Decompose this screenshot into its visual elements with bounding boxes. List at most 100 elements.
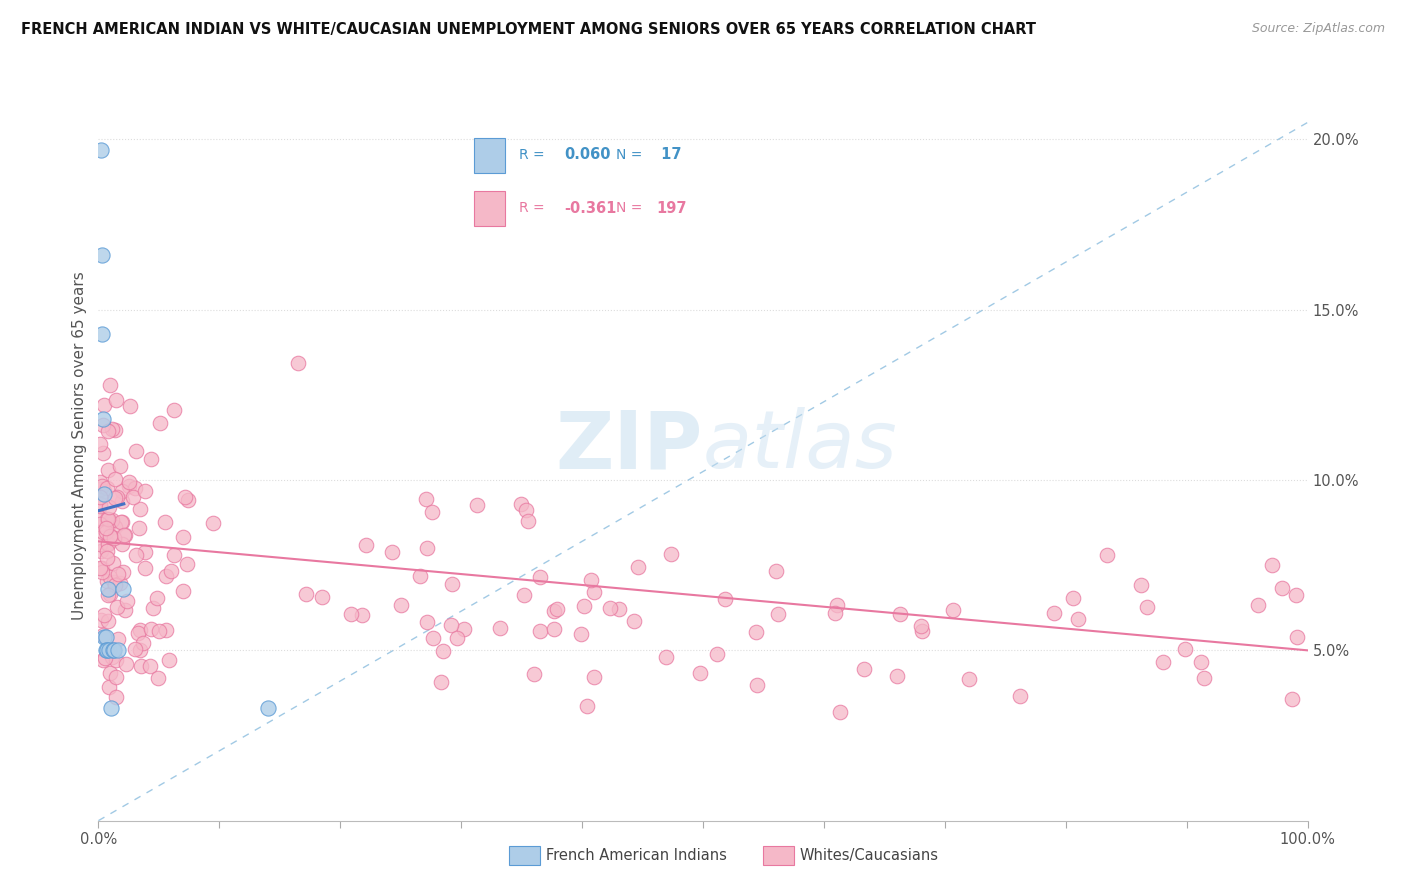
Point — [509, 497, 531, 511]
Point — [415, 491, 437, 506]
Point — [766, 607, 789, 621]
Point — [409, 568, 432, 582]
Point — [101, 421, 124, 435]
Point — [129, 659, 152, 673]
Point — [1062, 591, 1084, 605]
Point — [148, 624, 170, 638]
Point — [389, 598, 412, 612]
Point — [1136, 599, 1159, 614]
Point — [89, 561, 111, 575]
Point — [110, 576, 132, 591]
Point — [512, 588, 534, 602]
Point — [599, 600, 621, 615]
Point — [89, 613, 111, 627]
Point — [104, 578, 127, 592]
Point — [101, 643, 124, 657]
Point — [607, 602, 630, 616]
Point — [100, 378, 122, 392]
Point — [97, 537, 120, 551]
Point — [910, 619, 932, 633]
Point — [114, 603, 136, 617]
Point — [97, 582, 120, 596]
Point — [96, 544, 118, 558]
Point — [98, 681, 121, 695]
Point — [546, 601, 568, 615]
Point — [825, 598, 848, 612]
Point — [1285, 630, 1308, 644]
Point — [98, 643, 121, 657]
Point — [886, 669, 908, 683]
Point — [128, 521, 150, 535]
Point — [94, 651, 117, 665]
Point — [89, 436, 111, 450]
Point — [134, 483, 156, 498]
Point — [569, 627, 592, 641]
Point — [889, 607, 911, 621]
Point — [1189, 655, 1212, 669]
Point — [174, 490, 197, 504]
Point — [111, 483, 134, 498]
Point — [112, 565, 135, 579]
Point — [89, 511, 111, 525]
Point — [105, 599, 128, 614]
Point — [132, 636, 155, 650]
Point — [96, 643, 118, 657]
Point — [100, 650, 122, 665]
Point — [627, 560, 650, 574]
Point — [104, 423, 127, 437]
Point — [420, 505, 443, 519]
Point — [110, 515, 132, 529]
Point — [141, 622, 163, 636]
Point — [172, 530, 194, 544]
Point — [90, 143, 112, 157]
Point — [111, 515, 134, 529]
Point — [957, 673, 980, 687]
Point — [128, 643, 150, 657]
Point — [155, 516, 177, 530]
Point — [100, 530, 122, 544]
Point — [118, 399, 141, 413]
Point — [654, 650, 676, 665]
Point — [107, 632, 129, 647]
Point — [111, 582, 134, 596]
Point — [91, 524, 114, 539]
Point — [124, 481, 146, 495]
Point — [1129, 577, 1152, 591]
Text: Whites/Caucasians: Whites/Caucasians — [800, 848, 939, 863]
Point — [107, 566, 129, 581]
Point — [112, 528, 135, 542]
Point — [529, 624, 551, 638]
Point — [90, 561, 112, 575]
Point — [89, 517, 111, 532]
Point — [824, 607, 846, 621]
Point — [105, 490, 128, 504]
Y-axis label: Unemployment Among Seniors over 65 years: Unemployment Among Seniors over 65 years — [72, 272, 87, 620]
Point — [1174, 641, 1197, 656]
Point — [91, 418, 114, 433]
Point — [1152, 655, 1174, 669]
Point — [467, 499, 489, 513]
Point — [830, 705, 852, 719]
Point — [287, 356, 309, 370]
Point — [515, 503, 537, 517]
Point — [104, 393, 127, 408]
Point — [96, 550, 118, 565]
Point — [103, 574, 125, 589]
Point — [354, 537, 377, 551]
Point — [89, 500, 111, 514]
Point — [416, 615, 439, 629]
Point — [439, 617, 461, 632]
Point — [339, 607, 361, 621]
Point — [163, 403, 186, 417]
Point — [176, 557, 198, 571]
Point — [148, 416, 170, 430]
Point — [125, 444, 148, 458]
Point — [163, 548, 186, 562]
Point — [89, 537, 111, 551]
Point — [432, 644, 454, 658]
Point — [127, 626, 149, 640]
Point — [142, 601, 165, 615]
Point — [100, 701, 122, 715]
Text: French American Indians: French American Indians — [546, 848, 727, 863]
Point — [91, 565, 114, 579]
